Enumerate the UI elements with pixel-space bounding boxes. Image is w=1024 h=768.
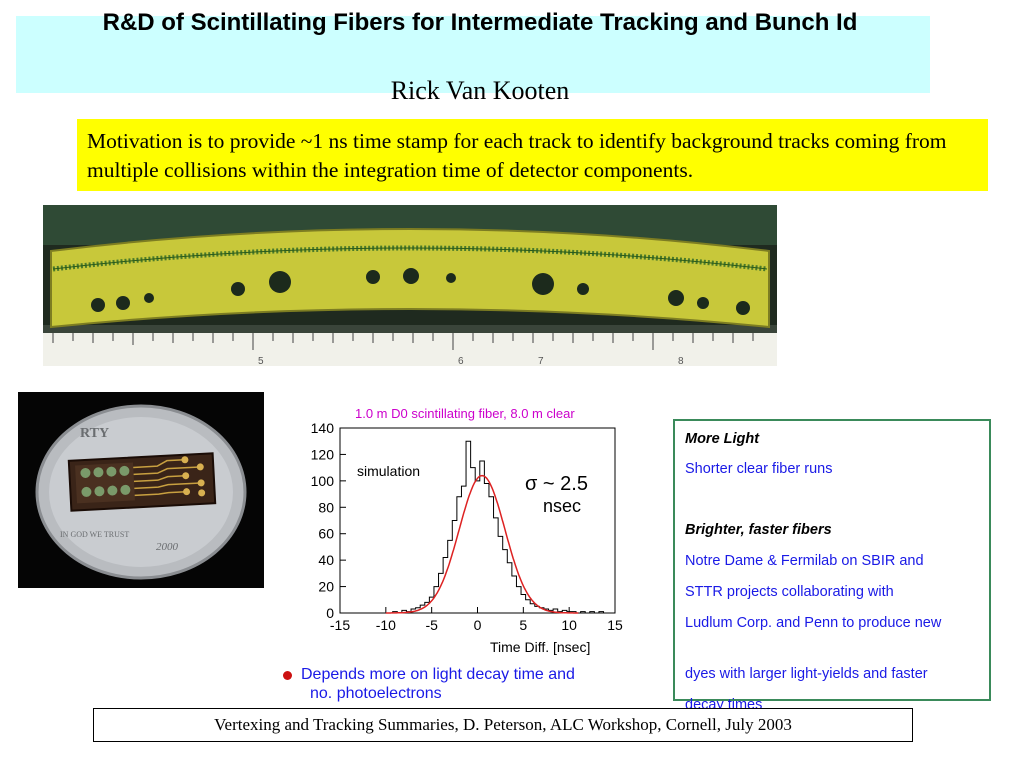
note-line: STTR projects collaborating with <box>685 584 894 600</box>
y-tick-label: 60 <box>318 526 334 542</box>
histogram-series <box>392 440 609 614</box>
title-band <box>16 16 930 93</box>
y-tick-label: 80 <box>318 499 334 515</box>
coin-text-motto: IN GOD WE TRUST <box>60 530 129 539</box>
slide-title: R&D of Scintillating Fibers for Intermed… <box>102 9 858 36</box>
sigma-label-line1: σ ~ 2.5 <box>525 473 588 495</box>
y-tick-label: 0 <box>326 605 334 621</box>
motivation-box: Motivation is to provide ~1 ns time stam… <box>77 119 988 191</box>
slide-author: Rick Van Kooten <box>390 76 570 105</box>
y-tick-label: 120 <box>311 446 335 462</box>
notes-box: More Light Shorter clear fiber runs Brig… <box>673 419 991 713</box>
time-difference-histogram: 1.0 m D0 scintillating fiber, 8.0 m clea… <box>311 406 623 655</box>
ruler <box>43 333 777 366</box>
x-tick-label: -10 <box>376 617 396 633</box>
bullet-line-1: Depends more on light decay time and <box>301 666 575 683</box>
gaussian-fit-curve <box>385 474 579 614</box>
x-tick-label: 0 <box>474 617 482 633</box>
ruler-label-7: 7 <box>538 356 544 366</box>
x-axis: -15 -10 -5 0 5 10 15 <box>330 607 623 633</box>
note-line: Notre Dame & Fermilab on SBIR and <box>685 553 924 569</box>
x-tick-label: -5 <box>425 617 438 633</box>
x-axis-label: Time Diff. [nsec] <box>490 639 590 655</box>
bullet-dot <box>283 671 292 680</box>
y-tick-label: 100 <box>311 473 335 489</box>
y-tick-label: 20 <box>318 579 334 595</box>
y-tick-label: 140 <box>311 420 335 436</box>
readout-chip <box>67 452 217 512</box>
x-tick-label: 10 <box>561 617 577 633</box>
note-line: Shorter clear fiber runs <box>685 461 833 477</box>
ruler-label-5: 5 <box>258 356 264 366</box>
y-tick-label: 40 <box>318 552 334 568</box>
note-heading-more-light: More Light <box>685 431 760 447</box>
note-heading-fibers: Brighter, faster fibers <box>685 522 832 538</box>
fiber-ribbon-photo: 5 6 7 8 <box>43 205 777 366</box>
bullet-line-2: no. photoelectrons <box>310 685 442 702</box>
ruler-ticks <box>52 333 754 350</box>
chart-title: 1.0 m D0 scintillating fiber, 8.0 m clea… <box>355 406 575 421</box>
note-line: Ludlum Corp. and Penn to produce new <box>685 615 942 631</box>
chip-on-coin-photo: RTY IN GOD WE TRUST 2000 <box>18 392 264 588</box>
coin-text-year: 2000 <box>156 541 179 553</box>
simulation-label: simulation <box>357 463 420 479</box>
x-tick-label: -15 <box>330 617 350 633</box>
plot-frame <box>339 427 616 614</box>
ruler-label-8: 8 <box>678 356 684 366</box>
coin-text-top: RTY <box>80 426 109 441</box>
ruler-label-6: 6 <box>458 356 464 366</box>
mount-holes <box>91 268 750 315</box>
sigma-label-line2: nsec <box>543 496 581 516</box>
footer-citation: Vertexing and Tracking Summaries, D. Pet… <box>93 708 913 742</box>
y-axis: 0 20 40 60 80 100 120 140 <box>311 420 346 621</box>
x-tick-label: 5 <box>519 617 527 633</box>
note-line: dyes with larger light-yields and faster <box>685 666 928 682</box>
x-tick-label: 15 <box>607 617 623 633</box>
bullet-text: Depends more on light decay time and no.… <box>301 665 631 703</box>
